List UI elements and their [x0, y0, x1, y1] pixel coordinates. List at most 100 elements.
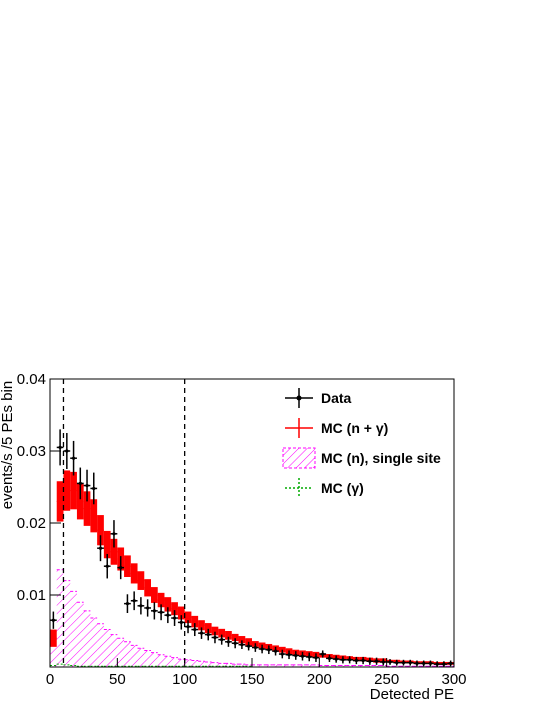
- hatched-bar: [151, 652, 158, 667]
- hatched-bar: [245, 664, 252, 667]
- x-tick-label: 250: [374, 671, 399, 688]
- plot-frame: [49, 378, 455, 668]
- data-point: [314, 656, 318, 660]
- data-point: [112, 532, 116, 536]
- data-point: [58, 445, 62, 449]
- x-tick-label: 150: [239, 671, 264, 688]
- hatched-bar: [332, 665, 340, 667]
- hatched-bar: [124, 641, 131, 667]
- x-tick-label: 300: [441, 671, 466, 688]
- data-point: [213, 635, 217, 640]
- hatched-bar: [312, 664, 320, 667]
- legend-label: MC (n + γ): [321, 420, 388, 436]
- data-point: [408, 661, 412, 665]
- hatched-bar: [171, 657, 178, 667]
- data-point: [247, 644, 251, 648]
- y-tick-label: 0.01: [17, 587, 46, 604]
- y-tick-label: 0.02: [17, 515, 46, 532]
- data-point: [146, 606, 150, 610]
- data-point: [260, 647, 264, 651]
- hatched-bar: [90, 618, 98, 667]
- data-point: [139, 604, 143, 608]
- y-tick-label: 0.03: [17, 443, 46, 460]
- data-point: [240, 643, 244, 647]
- data-point: [334, 657, 338, 661]
- x-tick-label: 100: [172, 671, 197, 688]
- hatched-bar: [191, 660, 199, 667]
- hatched-bar: [211, 662, 219, 667]
- hatched-bar: [299, 664, 306, 667]
- hatched-bar: [258, 664, 266, 667]
- hatched-bar: [278, 664, 286, 667]
- data-point: [415, 661, 419, 666]
- hatched-bar: [379, 665, 387, 667]
- data-point: [65, 449, 69, 453]
- hatched-bar: [157, 654, 165, 667]
- data-point: [125, 602, 130, 606]
- legend-label: Data: [321, 390, 352, 406]
- hatched-bar: [76, 602, 84, 667]
- hatched-bar: [353, 665, 360, 667]
- data-point: [321, 652, 325, 656]
- x-tick-label: 50: [109, 671, 126, 688]
- hatched-bar: [218, 663, 226, 667]
- data-point: [442, 662, 446, 666]
- hatched-bar: [103, 629, 111, 667]
- hatched-bar: [70, 591, 77, 667]
- data-point: [92, 486, 96, 491]
- hatched-bar: [305, 664, 313, 667]
- x-tick-label: 0: [46, 671, 54, 688]
- hatched-bar: [83, 610, 91, 667]
- data-point: [78, 481, 82, 485]
- data-point: [193, 627, 197, 632]
- hatched-bar: [366, 665, 374, 667]
- data-point: [422, 661, 426, 666]
- hatched-bar: [339, 665, 347, 667]
- data-point: [152, 609, 156, 613]
- hatched-bar: [97, 623, 104, 667]
- hatched-bar: [50, 631, 57, 667]
- hatched-bar: [63, 580, 71, 667]
- data-point: [294, 653, 298, 658]
- hatched-bar: [238, 664, 246, 667]
- hatched-bar: [110, 634, 118, 667]
- hatched-bar: [346, 665, 353, 667]
- data-point: [449, 661, 453, 666]
- data-point: [98, 546, 103, 550]
- data-point: [220, 638, 224, 642]
- data-point: [179, 620, 183, 624]
- y-axis-title: events/s /5 PEs bin: [0, 381, 16, 509]
- data-point: [51, 618, 55, 622]
- data-point: [159, 610, 163, 614]
- data-point: [388, 660, 392, 664]
- data-point: [172, 616, 177, 620]
- hatched-bar: [285, 664, 293, 667]
- data-point: [435, 662, 439, 666]
- hatched-bar: [204, 661, 212, 667]
- data-point: [381, 660, 385, 664]
- hatched-bar: [231, 664, 239, 667]
- data-point: [287, 653, 291, 657]
- hatched-bar: [137, 648, 145, 667]
- data-point: [71, 456, 76, 460]
- data-point: [253, 645, 257, 650]
- hatched-bar: [117, 638, 125, 667]
- hatched-bar: [292, 664, 300, 667]
- data-point: [233, 641, 237, 645]
- hatched-bar: [319, 665, 327, 667]
- data-point: [186, 625, 190, 629]
- y-tick-label: 0.04: [17, 371, 46, 388]
- data-point: [395, 661, 399, 665]
- hatched-bar: [359, 665, 367, 667]
- data-point: [428, 661, 433, 666]
- hatched-bar: [56, 569, 64, 667]
- legend-symbol: [282, 447, 316, 469]
- hatched-bar: [265, 664, 273, 667]
- hatched-bar: [198, 661, 205, 667]
- hatched-bar: [373, 665, 380, 667]
- data-point: [300, 654, 305, 658]
- data-point: [368, 659, 372, 663]
- data-point: [374, 659, 379, 663]
- data-point: [132, 599, 136, 603]
